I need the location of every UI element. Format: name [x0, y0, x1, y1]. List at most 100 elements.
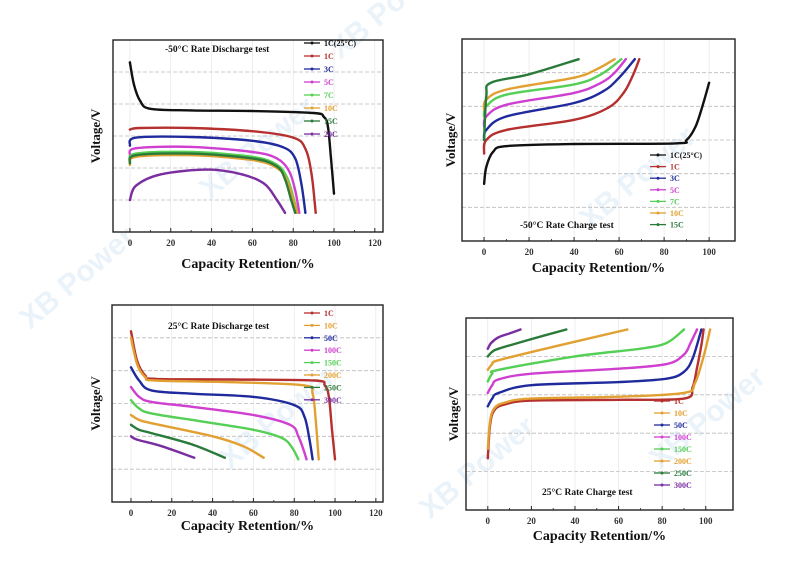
legend-item: 10C [650, 209, 684, 218]
legend-label: 10C [674, 409, 688, 418]
data-point [252, 413, 255, 417]
data-point [317, 458, 320, 461]
x-tick-label: 80 [289, 238, 299, 248]
data-point [508, 332, 511, 335]
series-1C25C [128, 61, 336, 195]
data-point [682, 370, 686, 373]
series-line [128, 135, 307, 214]
y-axis-label: Voltage/V [446, 386, 461, 441]
series-10C [486, 328, 712, 450]
data-point [573, 355, 577, 358]
data-point [190, 152, 193, 155]
data-point [294, 157, 297, 160]
data-point [288, 170, 291, 173]
data-point [709, 328, 712, 331]
data-point [618, 76, 621, 79]
legend-item: 3C [650, 174, 680, 183]
data-point [289, 423, 292, 426]
data-point [485, 165, 488, 168]
data-point [297, 458, 300, 461]
data-point [294, 189, 297, 192]
x-tick-label: 100 [702, 247, 716, 257]
legend-label: 10C [670, 209, 684, 218]
data-point [689, 341, 692, 345]
data-point [191, 443, 194, 446]
data-point [639, 347, 642, 350]
data-point [486, 380, 489, 383]
data-point [485, 138, 488, 142]
legend-item: 1C [304, 309, 334, 318]
plot-frame [461, 38, 736, 242]
legend-item: 10C [304, 321, 338, 330]
data-point [128, 128, 131, 131]
plot-frame [112, 39, 384, 233]
data-point [251, 139, 254, 142]
data-point [702, 355, 705, 358]
legend-item: 5C [650, 186, 680, 195]
data-point [144, 376, 147, 379]
data-point [193, 456, 196, 459]
data-point [552, 345, 555, 348]
data-point [129, 336, 133, 339]
legend-marker [310, 93, 314, 97]
data-point [620, 58, 623, 61]
x-tick-label: 60 [249, 508, 259, 518]
data-point [291, 446, 294, 449]
data-point [138, 395, 141, 398]
data-point [505, 115, 508, 118]
data-point [150, 389, 153, 392]
data-point [701, 105, 704, 108]
data-point [308, 438, 311, 441]
data-point [505, 88, 508, 91]
legend: 1C(25°C) 1C 3C 5C 7C 10C 15C 20C [304, 39, 356, 139]
data-point [129, 399, 133, 402]
data-point [505, 103, 508, 106]
data-point [298, 211, 301, 214]
watermark-text: XB Power [323, 0, 452, 65]
series-250C [129, 423, 226, 459]
data-point [128, 61, 131, 64]
data-point [573, 142, 576, 146]
x-tick-label: 100 [328, 508, 342, 518]
legend-item: 1C [650, 163, 680, 172]
data-point [613, 71, 616, 74]
plot-frame [465, 317, 734, 511]
legend-label: 200C [324, 371, 342, 380]
legend-label: 1C [324, 52, 334, 61]
legend-marker [310, 398, 314, 402]
legend-item: 50C [304, 334, 338, 343]
data-point [305, 458, 308, 461]
series-line [128, 152, 297, 214]
data-point [129, 423, 133, 426]
legend-item: 250C [304, 383, 342, 392]
legend-item: 15C [650, 221, 684, 230]
legend-item: 1C [304, 52, 334, 61]
legend-label: 1C(25°C) [670, 151, 702, 160]
data-point [154, 379, 157, 382]
data-point [314, 418, 317, 421]
data-point [700, 343, 703, 346]
legend-item: 15C [304, 117, 338, 126]
legend-label: 5C [324, 78, 334, 87]
data-point [682, 397, 686, 400]
data-point [129, 413, 133, 417]
legend-marker [310, 323, 314, 327]
data-point [483, 138, 486, 142]
series-line [128, 126, 317, 214]
data-point [206, 168, 209, 171]
legend-label: 300C [324, 396, 342, 405]
series-1C25C [482, 81, 711, 185]
series-1C [482, 58, 641, 155]
legend-marker [310, 373, 314, 377]
data-point [595, 68, 598, 71]
data-point [159, 173, 162, 176]
x-tick-label: 20 [166, 238, 176, 248]
data-point [138, 407, 141, 410]
legend-item: 7C [650, 197, 680, 206]
data-point [231, 381, 235, 384]
legend-marker [310, 336, 314, 340]
data-point [292, 136, 295, 139]
data-point [486, 405, 489, 408]
data-point [565, 328, 568, 331]
chart-title: -50°C Rate Charge test [520, 220, 615, 231]
